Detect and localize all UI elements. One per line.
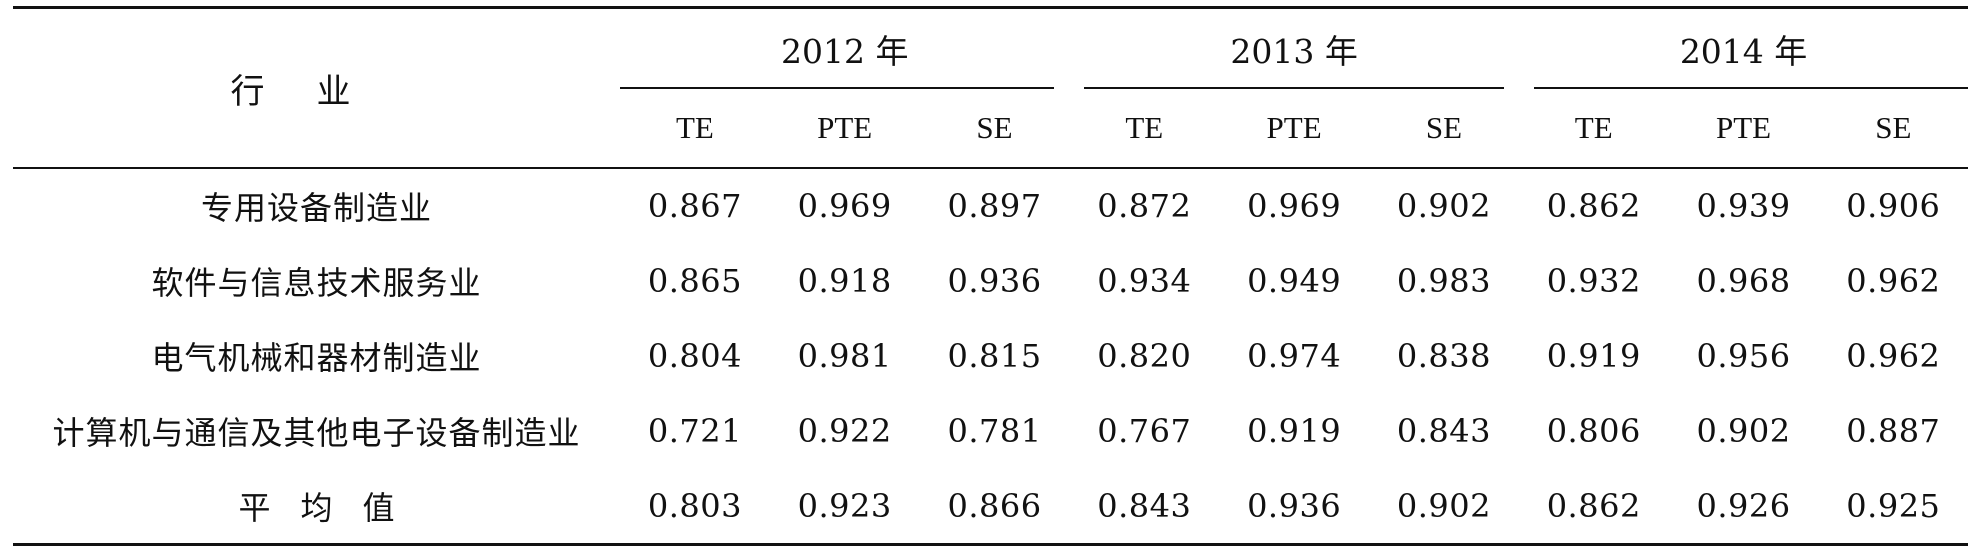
value-cell: 0.721 — [647, 411, 742, 450]
value-cell: 0.843 — [1069, 468, 1220, 546]
value-cell: 0.804 — [647, 336, 742, 375]
table-row-average: 平均值 0.803 0.923 0.866 0.843 0.936 0.902 … — [13, 468, 1969, 546]
value-cell: 0.962 — [1846, 262, 1941, 301]
value-cell: 0.897 — [947, 187, 1042, 226]
average-label: 平均值 — [13, 468, 620, 546]
value-cell: 0.926 — [1668, 468, 1819, 546]
value-cell: 0.806 — [1546, 411, 1641, 450]
year-label: 2013 年 — [1230, 32, 1358, 71]
metric-header-te: TE — [1069, 89, 1220, 169]
value-cell: 0.974 — [1247, 336, 1342, 375]
value-cell: 0.956 — [1696, 336, 1791, 375]
value-cell: 0.820 — [1097, 336, 1192, 375]
metric-header-pte: PTE — [1668, 89, 1819, 169]
value-cell: 0.939 — [1696, 187, 1791, 226]
value-cell: 0.923 — [769, 468, 920, 546]
value-cell: 0.962 — [1846, 336, 1941, 375]
value-cell: 0.866 — [919, 468, 1070, 546]
value-cell: 0.906 — [1846, 187, 1941, 226]
table-row: 计算机与通信及其他电子设备制造业 0.721 0.922 0.781 0.767… — [13, 393, 1968, 468]
value-cell: 0.862 — [1546, 187, 1641, 226]
year-group-rule — [620, 87, 1055, 89]
industry-name: 计算机与通信及其他电子设备制造业 — [52, 413, 581, 452]
value-cell: 0.902 — [1369, 468, 1519, 546]
value-cell: 0.918 — [797, 262, 892, 301]
efficiency-table: 行业 2012 年 2013 年 2014 年 TE PTE SE TE PTE… — [13, 6, 1969, 546]
year-label: 2014 年 — [1679, 32, 1808, 71]
year-group-rule — [1533, 87, 1969, 89]
value-cell: 0.862 — [1518, 468, 1669, 546]
value-cell: 0.919 — [1546, 336, 1641, 375]
value-cell: 0.838 — [1396, 336, 1491, 375]
year-header-2014: 2014 年 — [1518, 6, 1969, 89]
table-row: 专用设备制造业 0.867 0.969 0.897 0.872 0.969 0.… — [13, 168, 1968, 244]
value-cell: 0.872 — [1097, 187, 1192, 226]
value-cell: 0.968 — [1696, 262, 1791, 301]
value-cell: 0.936 — [1219, 468, 1370, 546]
metric-header-pte: PTE — [1219, 89, 1370, 169]
value-cell: 0.969 — [1247, 187, 1342, 226]
value-cell: 0.887 — [1846, 411, 1941, 450]
metric-header-se: SE — [1818, 89, 1969, 169]
header-row-years: 行业 2012 年 2013 年 2014 年 — [13, 6, 1969, 169]
value-cell: 0.867 — [647, 187, 742, 226]
year-header-2012: 2012 年 — [620, 6, 1070, 89]
value-cell: 0.936 — [947, 262, 1042, 301]
year-label: 2012 年 — [780, 32, 909, 71]
industry-column-header: 行业 — [13, 6, 620, 169]
industry-name: 软件与信息技术服务业 — [151, 264, 482, 303]
value-cell: 0.934 — [1097, 262, 1192, 301]
value-cell: 0.983 — [1396, 262, 1491, 301]
value-cell: 0.902 — [1396, 187, 1491, 226]
table-row: 软件与信息技术服务业 0.865 0.918 0.936 0.934 0.949… — [13, 244, 1968, 319]
value-cell: 0.919 — [1247, 411, 1342, 450]
value-cell: 0.865 — [647, 262, 742, 301]
value-cell: 0.781 — [947, 411, 1042, 450]
year-group-rule — [1084, 87, 1504, 89]
value-cell: 0.969 — [797, 187, 892, 226]
value-cell: 0.949 — [1247, 262, 1342, 301]
year-header-2013: 2013 年 — [1069, 6, 1519, 89]
metric-header-te: TE — [620, 89, 770, 169]
value-cell: 0.922 — [797, 411, 892, 450]
value-cell: 0.815 — [947, 336, 1042, 375]
header-row-metrics: TE PTE SE TE PTE SE TE PTE SE — [13, 89, 1969, 169]
industry-name: 电气机械和器材制造业 — [151, 338, 482, 377]
industry-name: 专用设备制造业 — [200, 189, 432, 228]
value-cell: 0.902 — [1696, 411, 1791, 450]
metric-header-se: SE — [1369, 89, 1519, 169]
metric-header-pte: PTE — [769, 89, 920, 169]
value-cell: 0.981 — [797, 336, 892, 375]
value-cell: 0.932 — [1546, 262, 1641, 301]
metric-header-se: SE — [919, 89, 1070, 169]
table-row: 电气机械和器材制造业 0.804 0.981 0.815 0.820 0.974… — [13, 319, 1968, 394]
metric-header-te: TE — [1518, 89, 1669, 169]
value-cell: 0.803 — [620, 468, 770, 546]
value-cell: 0.843 — [1396, 411, 1491, 450]
value-cell: 0.925 — [1818, 468, 1969, 546]
value-cell: 0.767 — [1097, 411, 1192, 450]
